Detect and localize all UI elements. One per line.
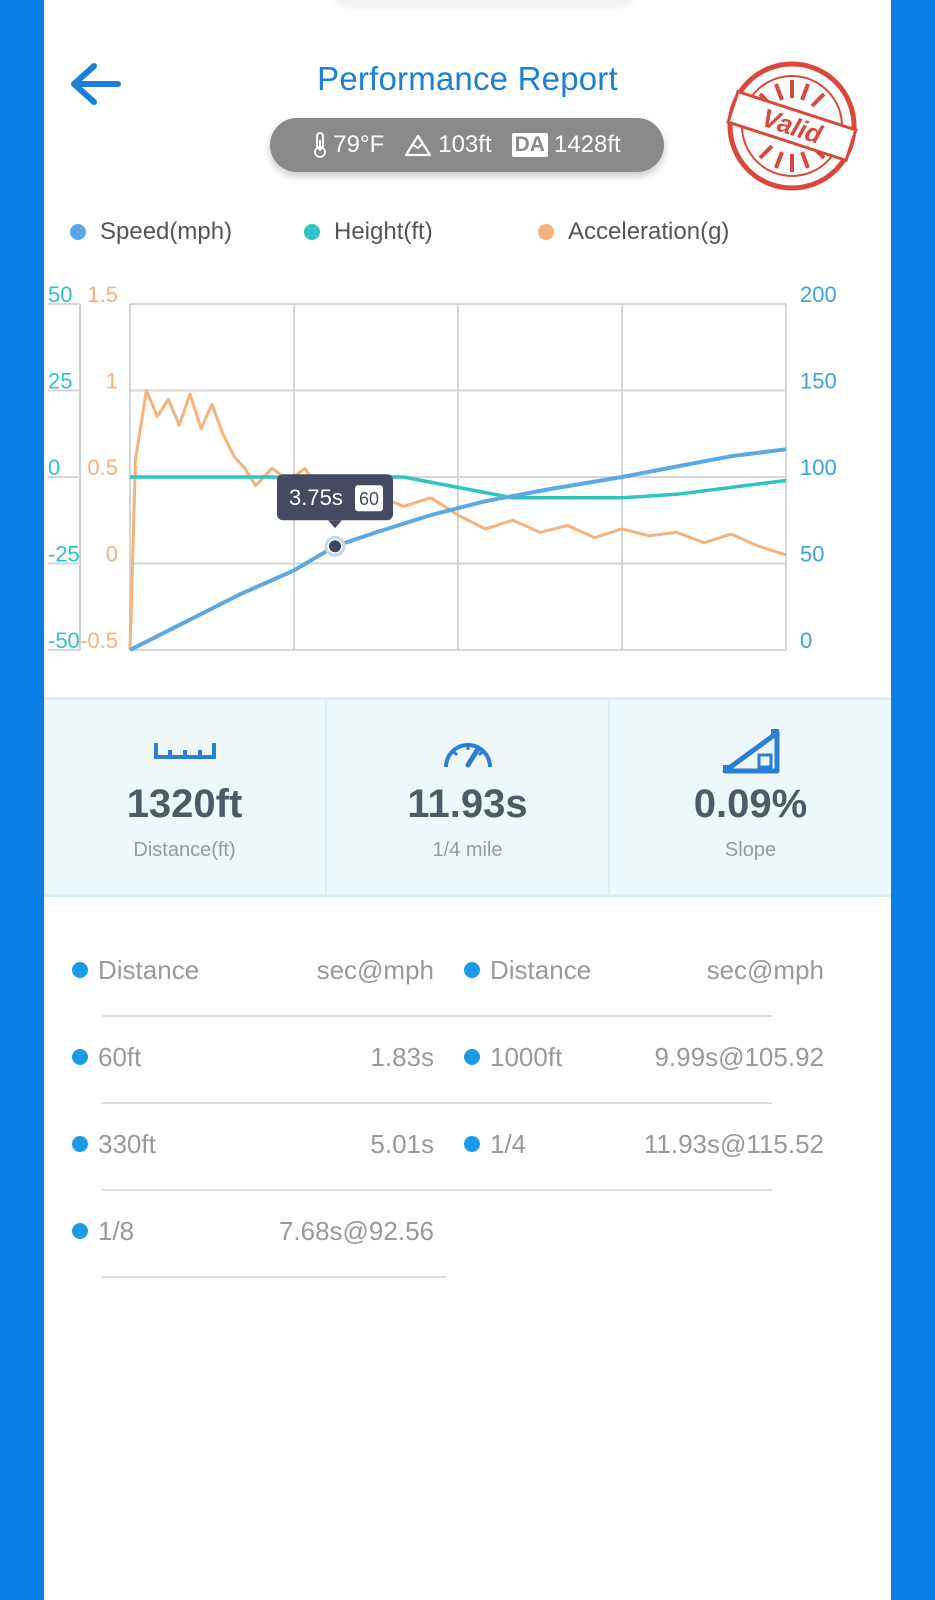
height-dot-icon [304,224,320,240]
tooltip-speed-badge [355,485,383,512]
tooltip-pointer [328,520,342,529]
split-1000ft-label: 1000ft [490,1041,563,1072]
speedometer-icon [443,743,492,768]
bullet-icon [72,962,88,978]
bullet-icon [72,1136,88,1152]
speed-dot-icon [70,224,86,240]
height-tick-label: 25 [48,369,72,394]
speed-tick-label: 50 [800,542,824,567]
table-row: 60ft 1.83s 1000ft 9.99s@105.92 [44,1027,891,1114]
bullet-icon [72,1049,88,1065]
chart-legend: Speed(mph) Height(ft) Acceleration(g) [44,218,891,250]
elevation-value: 103ft [438,131,492,158]
row-divider [102,1015,772,1017]
legend-acceleration-label: Acceleration(g) [568,218,730,245]
right-header-value: sec@mph [706,954,824,985]
split-1000ft-value: 9.99s@105.92 [654,1041,824,1072]
stat-quarter-mile-value: 11.93s [407,782,528,826]
height-tick-label: 50 [48,282,72,307]
tooltip-point[interactable] [329,540,341,553]
row-divider [102,1189,772,1191]
split-60ft-value: 1.83s [370,1041,434,1072]
split-330ft-value: 5.01s [370,1128,434,1159]
stat-slope-label: Slope [724,839,777,861]
elevation-reading: 103ft [404,131,492,159]
height-tick-label: -50 [48,628,80,653]
stat-distance-label: Distance(ft) [133,839,236,861]
split-quarter-value: 11.93s@115.52 [643,1128,824,1159]
split-quarter-label: 1/4 [490,1128,527,1159]
density-altitude-value: 1428ft [553,131,621,158]
height-series-line[interactable] [130,475,787,500]
right-header-distance: Distance [490,954,592,985]
tooltip-time: 3.75s [289,485,343,510]
top-handle [334,0,634,6]
speed-series-line[interactable] [129,447,787,652]
page-title: Performance Report [317,60,618,97]
left-header-distance: Distance [98,954,200,985]
temperature-reading: 79°F [313,131,384,159]
stat-distance-value: 1320ft [126,782,243,826]
density-altitude-reading: DA 1428ft [511,131,621,159]
mountain-icon [405,134,432,157]
accel-tick-label: 1 [106,369,118,394]
back-arrow-icon [71,63,121,105]
legend-height-label: Height(ft) [334,218,433,245]
legend-acceleration[interactable]: Acceleration(g) [538,218,729,246]
stat-quarter-mile: 11.93s 1/4 mile [327,700,610,894]
bullet-icon [464,1049,480,1065]
bullet-icon [464,1136,480,1152]
back-button[interactable] [64,58,124,110]
split-330ft-label: 330ft [98,1128,156,1159]
split-eighth-value: 7.68s@92.56 [278,1215,434,1246]
accel-tick-label: 0 [106,542,118,567]
bullet-icon [72,1223,88,1239]
legend-speed-label: Speed(mph) [100,218,233,245]
conditions-pill: 79°F 103ft DA 1428ft [270,118,664,172]
speed-tick-label: 0 [800,628,812,653]
legend-height[interactable]: Height(ft) [304,218,433,246]
acceleration-dot-icon [538,224,554,240]
speed-tick-label: 100 [800,455,837,480]
valid-stamp: Valid [726,61,858,191]
stat-slope-value: 0.09% [693,782,808,826]
split-eighth-label: 1/8 [98,1215,135,1246]
row-divider [102,1276,447,1278]
height-tick-label: 0 [48,455,60,480]
summary-stats: 1320ft Distance(ft) 11.93s 1/4 mile [44,697,891,897]
table-row: 1/8 7.68s@92.56 [44,1201,891,1288]
speed-tick-label: 150 [800,369,837,394]
da-badge: DA [511,133,548,157]
split-60ft-label: 60ft [98,1041,142,1072]
performance-chart[interactable]: 50 25 0 -25 -50 1.5 1 0.5 0 -0.5 200 150 100 50 0 3.75s… [44,270,891,670]
temperature-value: 79°F [333,131,385,158]
accel-tick-label: -0.5 [80,628,118,653]
stat-slope: 0.09% Slope [610,700,891,894]
report-sheet: Performance Report Valid 79°F [44,0,891,1600]
accel-tick-label: 1.5 [87,282,118,307]
row-divider [102,1102,772,1104]
legend-speed[interactable]: Speed(mph) [70,218,232,246]
slope-icon [722,729,779,774]
left-header-value: sec@mph [316,954,434,985]
thermometer-icon [314,132,327,158]
stat-quarter-mile-label: 1/4 mile [432,839,503,861]
bullet-icon [464,962,480,978]
stat-distance: 1320ft Distance(ft) [44,700,327,894]
speed-tick-label: 200 [800,282,837,307]
accel-tick-label: 0.5 [87,455,118,480]
table-row: Distance sec@mph Distance sec@mph [44,940,891,1027]
table-row: 330ft 5.01s 1/4 11.93s@115.52 [44,1114,891,1201]
tooltip-speed: 60 [359,489,379,509]
height-tick-label: -25 [48,542,80,567]
ruler-icon [153,743,216,759]
